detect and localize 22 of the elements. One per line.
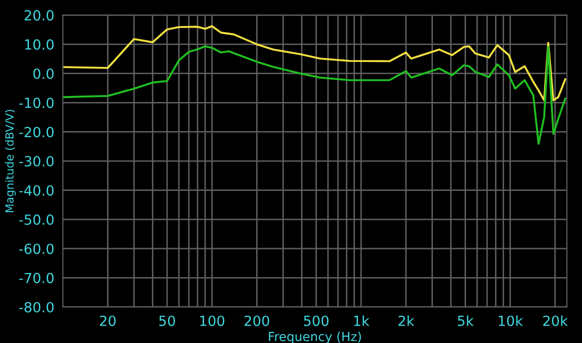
x-tick-label: 10k (498, 315, 523, 326)
x-tick-label: 500 (304, 316, 329, 326)
y-tick-label: -30.0 (19, 156, 54, 167)
y-tick-label: -40.0 (19, 185, 54, 196)
x-tick-label: 200 (244, 316, 270, 326)
y-tick-label: -50.0 (19, 214, 54, 225)
x-tick-label: 20 (100, 316, 116, 326)
x-tick-label: 1k (354, 315, 370, 326)
y-tick-label: -70.0 (19, 272, 54, 284)
y-tick-label: 0.0 (33, 68, 54, 79)
y-tick-label: -60.0 (19, 244, 54, 254)
y-tick-label: -80.0 (19, 302, 54, 312)
y-tick-label: -10.0 (19, 98, 54, 108)
y-tick-label: 20.0 (24, 10, 54, 21)
y-axis-title: Magnitude (dBV/V) (5, 110, 16, 212)
x-tick-label: 50 (159, 316, 175, 326)
y-tick-label: -20.0 (19, 126, 54, 138)
x-tick-label: 5k (458, 315, 474, 326)
x-tick-label: 20k (543, 315, 568, 326)
x-tick-label: 100 (200, 316, 224, 326)
y-tick-label: 10.0 (25, 39, 54, 50)
x-tick-label: 2k (398, 315, 414, 326)
